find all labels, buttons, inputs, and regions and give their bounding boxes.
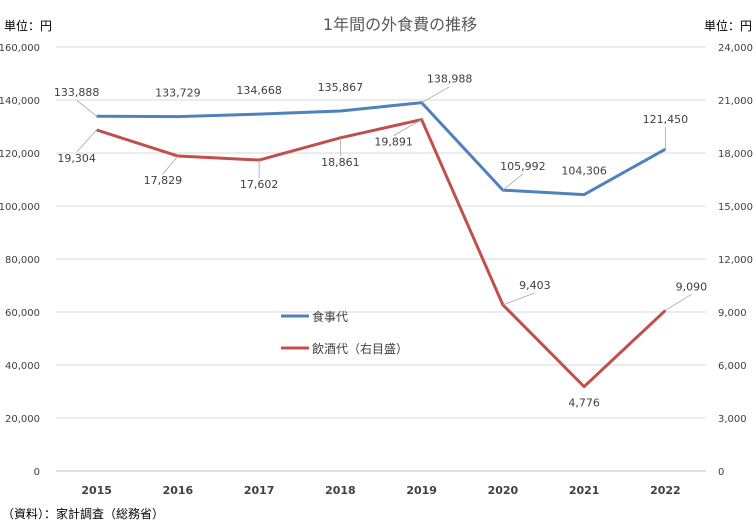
x-tick-label: 2018 <box>325 484 356 497</box>
right-tick-label: 0 <box>718 467 724 478</box>
series-lines <box>96 101 667 389</box>
right-tick-label: 3,000 <box>718 414 747 425</box>
data-label: 9,403 <box>519 279 551 292</box>
x-tick-label: 2017 <box>244 484 275 497</box>
data-label: 4,776 <box>568 397 600 410</box>
right-tick-label: 9,000 <box>718 308 747 319</box>
leader-line <box>393 119 422 136</box>
right-tick-label: 15,000 <box>718 202 753 213</box>
data-label: 134,668 <box>236 84 282 97</box>
data-label: 135,867 <box>318 81 364 94</box>
data-labels: 133,888 133,729 134,668 135,867 138,988 105,9… <box>54 73 707 410</box>
right-tick-label: 12,000 <box>718 255 753 266</box>
right-tick-label: 18,000 <box>718 149 753 160</box>
leader-line <box>76 129 97 153</box>
data-label: 105,992 <box>500 160 546 173</box>
x-tick-label: 2021 <box>569 484 600 497</box>
data-label: 133,729 <box>155 87 201 100</box>
left-tick-label: 0 <box>34 467 40 478</box>
legend-label-1: 食事代 <box>312 309 348 324</box>
left-axis: 0 20,000 40,000 60,000 80,000 100,000 120,000 1… <box>0 43 40 478</box>
right-axis-unit: 単位：円 <box>704 18 752 33</box>
leader-line <box>502 292 536 306</box>
left-tick-label: 20,000 <box>5 414 40 425</box>
data-label: 9,090 <box>676 280 708 293</box>
leader-line <box>665 294 692 311</box>
series-line-2 <box>96 118 667 389</box>
x-tick-label: 2020 <box>488 484 519 497</box>
series-line-1 <box>96 101 667 197</box>
x-tick-label: 2022 <box>650 484 681 497</box>
data-label: 104,306 <box>561 165 607 178</box>
data-label: 18,861 <box>321 156 360 169</box>
legend-label-2: 飲酒代（右目盛） <box>312 341 408 356</box>
data-label: 17,829 <box>144 174 183 187</box>
right-axis: 0 3,000 6,000 9,000 12,000 15,000 18,000 21,000… <box>718 43 753 478</box>
left-axis-unit: 単位：円 <box>4 18 52 33</box>
leader-line <box>162 155 179 175</box>
data-label: 19,891 <box>374 136 413 149</box>
left-tick-label: 160,000 <box>0 43 40 54</box>
data-label: 133,888 <box>54 86 100 99</box>
x-tick-label: 2019 <box>406 484 437 497</box>
left-tick-label: 80,000 <box>5 255 40 266</box>
data-label: 17,602 <box>240 178 279 191</box>
left-tick-label: 40,000 <box>5 361 40 372</box>
leader-line <box>76 99 97 117</box>
left-tick-label: 120,000 <box>0 149 40 160</box>
leader-line <box>421 86 450 104</box>
right-tick-label: 6,000 <box>718 361 747 372</box>
data-label: 19,304 <box>57 152 96 165</box>
left-tick-label: 100,000 <box>0 202 40 213</box>
source-note: （資料）：家計調査（総務省） <box>2 506 164 521</box>
leader-line <box>502 173 524 191</box>
left-tick-label: 140,000 <box>0 96 40 107</box>
x-tick-label: 2016 <box>163 484 194 497</box>
chart-title: 1年間の外食費の推移 <box>323 15 477 34</box>
data-label: 138,988 <box>427 73 473 86</box>
left-tick-label: 60,000 <box>5 308 40 319</box>
data-label: 121,450 <box>643 113 689 126</box>
right-tick-label: 24,000 <box>718 43 753 54</box>
x-axis: 2015 2016 2017 2018 2019 2020 2021 2022 <box>81 484 680 497</box>
x-tick-label: 2015 <box>81 484 112 497</box>
gridlines <box>56 46 706 472</box>
right-tick-label: 21,000 <box>718 96 753 107</box>
